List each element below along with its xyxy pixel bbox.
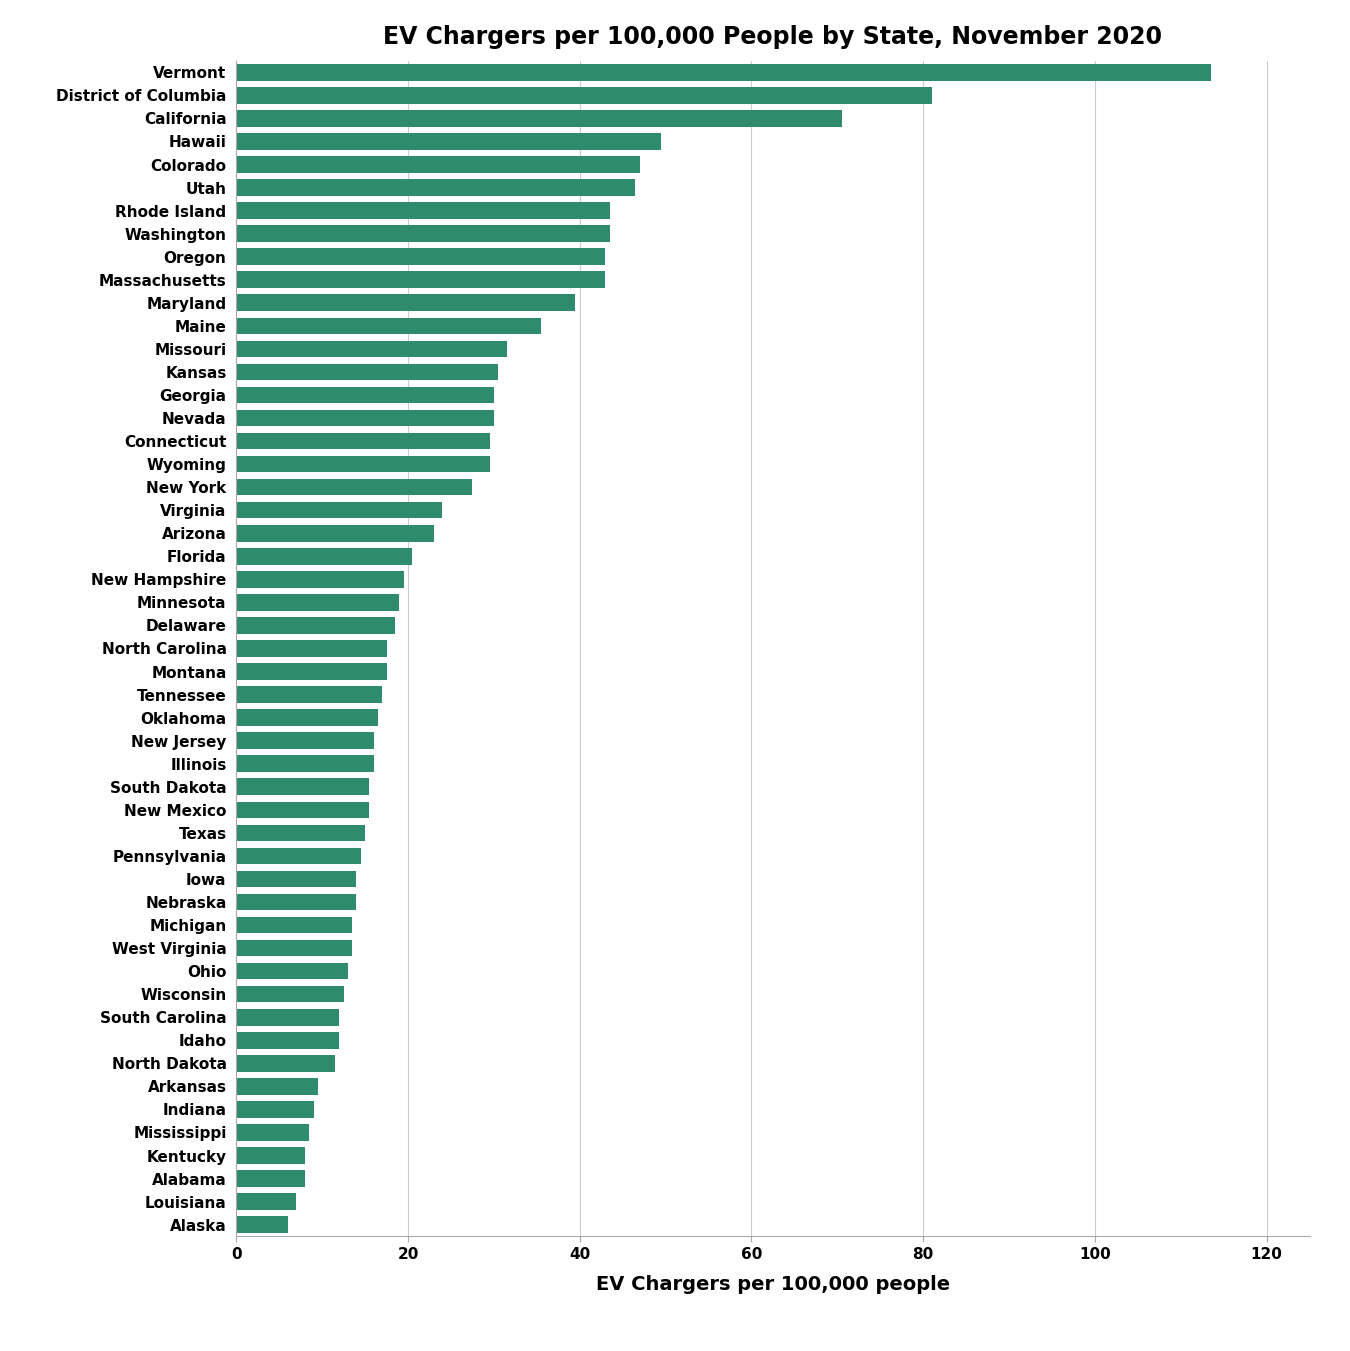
Bar <box>236 478 472 496</box>
Bar <box>236 203 610 219</box>
Bar <box>236 386 494 403</box>
Bar <box>236 778 370 794</box>
Bar <box>236 549 412 565</box>
Bar <box>236 824 364 842</box>
Bar <box>236 295 575 311</box>
Bar <box>236 111 841 127</box>
Bar <box>236 249 605 265</box>
Bar <box>236 1170 305 1186</box>
Bar <box>236 157 640 173</box>
Bar <box>236 340 506 357</box>
Bar <box>236 755 374 771</box>
Bar <box>236 663 386 680</box>
Bar <box>236 180 636 196</box>
Bar <box>236 594 400 611</box>
Bar <box>236 272 605 288</box>
Bar <box>236 1032 339 1048</box>
Bar <box>236 363 498 380</box>
Bar <box>236 1193 297 1210</box>
Bar <box>236 526 433 542</box>
Bar <box>236 432 490 450</box>
Bar <box>236 847 360 865</box>
Bar <box>236 86 931 104</box>
X-axis label: EV Chargers per 100,000 people: EV Chargers per 100,000 people <box>595 1275 950 1294</box>
Title: EV Chargers per 100,000 People by State, November 2020: EV Chargers per 100,000 People by State,… <box>383 26 1162 49</box>
Bar <box>236 1216 288 1233</box>
Bar <box>236 1147 305 1163</box>
Bar <box>236 1009 339 1025</box>
Bar <box>236 686 382 703</box>
Bar <box>236 617 396 634</box>
Bar <box>236 894 356 911</box>
Bar <box>236 571 404 588</box>
Bar <box>236 986 343 1002</box>
Bar <box>236 63 1211 81</box>
Bar <box>236 870 356 888</box>
Bar <box>236 1101 313 1117</box>
Bar <box>236 317 541 334</box>
Bar <box>236 801 370 819</box>
Bar <box>236 503 443 519</box>
Bar <box>236 963 348 979</box>
Bar <box>236 640 386 657</box>
Bar <box>236 455 490 473</box>
Bar <box>236 1124 309 1140</box>
Bar <box>236 1055 335 1071</box>
Bar <box>236 709 378 725</box>
Bar <box>236 409 494 427</box>
Bar <box>236 226 610 242</box>
Bar <box>236 732 374 748</box>
Bar <box>236 1078 317 1094</box>
Bar <box>236 917 352 934</box>
Bar <box>236 134 662 150</box>
Bar <box>236 940 352 957</box>
